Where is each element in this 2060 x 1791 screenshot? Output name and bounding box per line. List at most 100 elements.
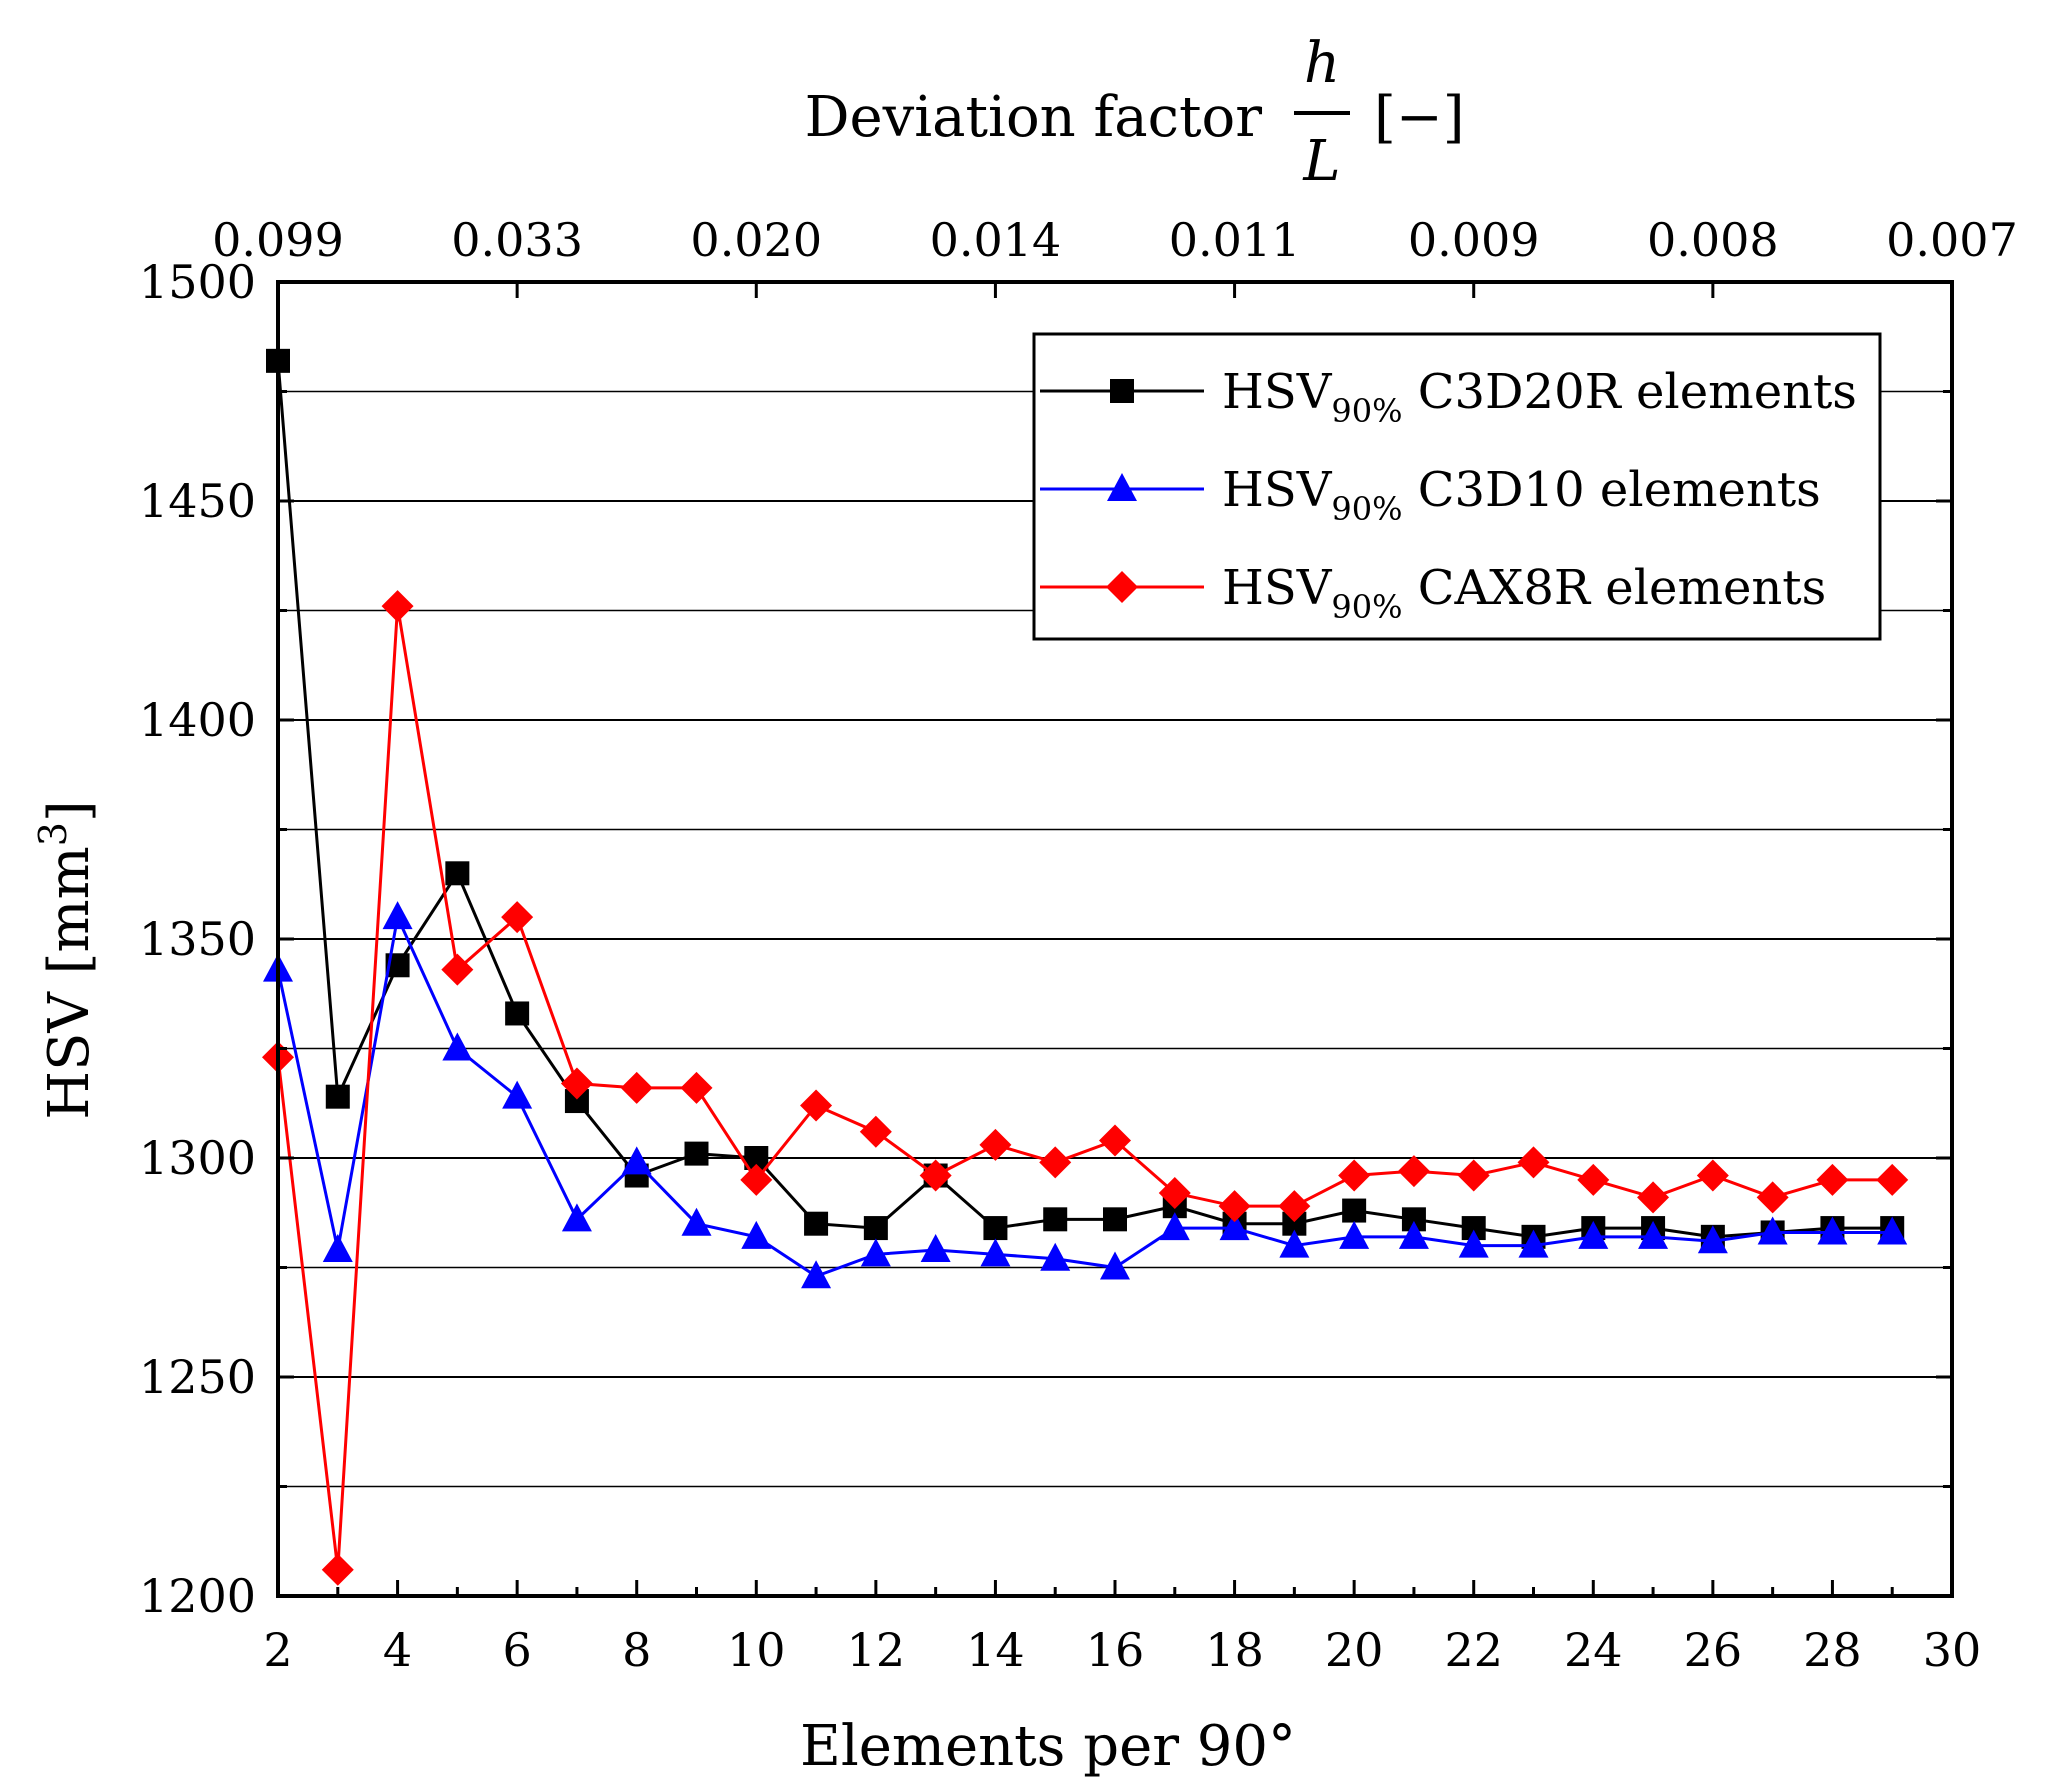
data-point	[620, 1071, 653, 1104]
legend-subscript: 90%	[1331, 392, 1402, 430]
data-point	[979, 1128, 1012, 1161]
y-axis-title-superscript: 3	[31, 822, 75, 846]
legend-subscript: 90%	[1331, 490, 1402, 528]
data-point	[919, 1159, 952, 1192]
data-point	[621, 1146, 652, 1175]
top-tick-label: 0.033	[451, 213, 583, 267]
data-point	[1757, 1216, 1788, 1245]
legend-series-name: C3D20R elements	[1403, 364, 1857, 420]
legend-marker	[1110, 379, 1134, 403]
data-point	[1457, 1159, 1490, 1192]
top-tick-label: 0.009	[1408, 213, 1540, 267]
data-point	[445, 861, 470, 886]
series-1	[263, 901, 1908, 1289]
data-point	[1756, 1181, 1789, 1214]
data-point	[1339, 1220, 1370, 1249]
legend-entry-0: HSV90% C3D20R elements	[1040, 364, 1857, 430]
data-point	[1043, 1207, 1068, 1232]
data-point	[860, 1238, 891, 1267]
x-tick-label: 4	[383, 1623, 412, 1677]
data-point	[561, 1203, 592, 1232]
series-line	[276, 360, 1893, 1239]
x-tick-label: 16	[1086, 1623, 1145, 1677]
y-tick-label: 1500	[139, 255, 256, 309]
legend-marker	[1106, 571, 1138, 603]
data-point	[983, 1216, 1008, 1241]
top-tick-label: 0.011	[1169, 213, 1301, 267]
data-point	[801, 1260, 832, 1289]
data-point	[1040, 1242, 1071, 1271]
data-point	[1219, 1212, 1250, 1241]
data-point	[1637, 1181, 1670, 1214]
x-tick-label: 8	[622, 1623, 651, 1677]
data-point	[1697, 1225, 1728, 1254]
x-tick-label: 30	[1923, 1623, 1982, 1677]
y-tick-label: 1200	[139, 1569, 256, 1623]
x-tick-label: 24	[1564, 1623, 1623, 1677]
legend-prefix: HSV	[1222, 364, 1333, 420]
x-tick-label: 20	[1325, 1623, 1384, 1677]
top-axis-title: Deviation factor h L [−]	[805, 31, 1465, 194]
data-point	[740, 1163, 773, 1196]
top-tick-label: 0.099	[212, 213, 344, 267]
top-tick-label: 0.008	[1647, 213, 1779, 267]
legend-entry-1: HSV90% C3D10 elements	[1040, 462, 1821, 528]
legend-entry-2: HSV90% CAX8R elements	[1040, 560, 1826, 626]
data-point	[1278, 1190, 1311, 1223]
data-point	[684, 1141, 709, 1166]
data-point	[1816, 1163, 1849, 1196]
data-point	[560, 1067, 593, 1100]
axes	[276, 280, 1954, 1598]
data-point	[1577, 1163, 1610, 1196]
x-tick-label: 22	[1444, 1623, 1503, 1677]
data-point	[1398, 1220, 1429, 1249]
data-point	[502, 1080, 533, 1109]
legend-subscript: 90%	[1331, 588, 1402, 626]
y-axis-title-main: HSV [mm	[37, 846, 102, 1120]
legend-marker	[1107, 473, 1137, 501]
data-point	[1518, 1229, 1549, 1258]
data-point	[382, 901, 413, 930]
data-point	[920, 1233, 951, 1262]
data-point	[1817, 1216, 1848, 1245]
y-tick-label: 1250	[139, 1350, 256, 1404]
data-point	[1279, 1229, 1310, 1258]
x-tick-label: 10	[727, 1623, 786, 1677]
data-point	[1218, 1190, 1251, 1223]
x-tick-label: 28	[1803, 1623, 1862, 1677]
data-point	[442, 1032, 473, 1061]
data-point	[859, 1115, 892, 1148]
x-tick-label: 6	[503, 1623, 532, 1677]
data-point	[501, 901, 534, 934]
legend-label: HSV90% C3D10 elements	[1222, 462, 1821, 528]
data-point	[1458, 1229, 1489, 1258]
x-tick-label: 12	[847, 1623, 906, 1677]
series-line	[276, 605, 1893, 1570]
top-axis-title-text: Deviation factor	[805, 85, 1263, 150]
data-point	[804, 1211, 829, 1236]
data-point	[1578, 1220, 1609, 1249]
y-tick-label: 1450	[139, 474, 256, 528]
top-tick-label: 0.007	[1886, 213, 2018, 267]
x-tick-label: 2	[263, 1623, 292, 1677]
data-point	[680, 1071, 713, 1104]
data-point	[505, 1001, 530, 1026]
y-tick-label: 1300	[139, 1131, 256, 1185]
data-point	[741, 1220, 772, 1249]
data-point	[1876, 1163, 1909, 1196]
legend-label: HSV90% CAX8R elements	[1222, 560, 1826, 626]
top-tick-label: 0.014	[930, 213, 1062, 267]
legend-prefix: HSV	[1222, 560, 1333, 616]
y-tick-label: 1400	[139, 693, 256, 747]
x-tick-label: 26	[1684, 1623, 1743, 1677]
y-axis-title-close: ]	[37, 800, 102, 822]
top-axis-fraction-numerator: h	[1304, 31, 1340, 96]
y-tick-label: 1350	[139, 912, 256, 966]
data-point	[441, 953, 474, 986]
data-point	[1877, 1216, 1908, 1245]
data-point	[800, 1089, 833, 1122]
data-point	[1039, 1146, 1072, 1179]
legend-prefix: HSV	[1222, 462, 1333, 518]
data-point	[863, 1216, 888, 1241]
